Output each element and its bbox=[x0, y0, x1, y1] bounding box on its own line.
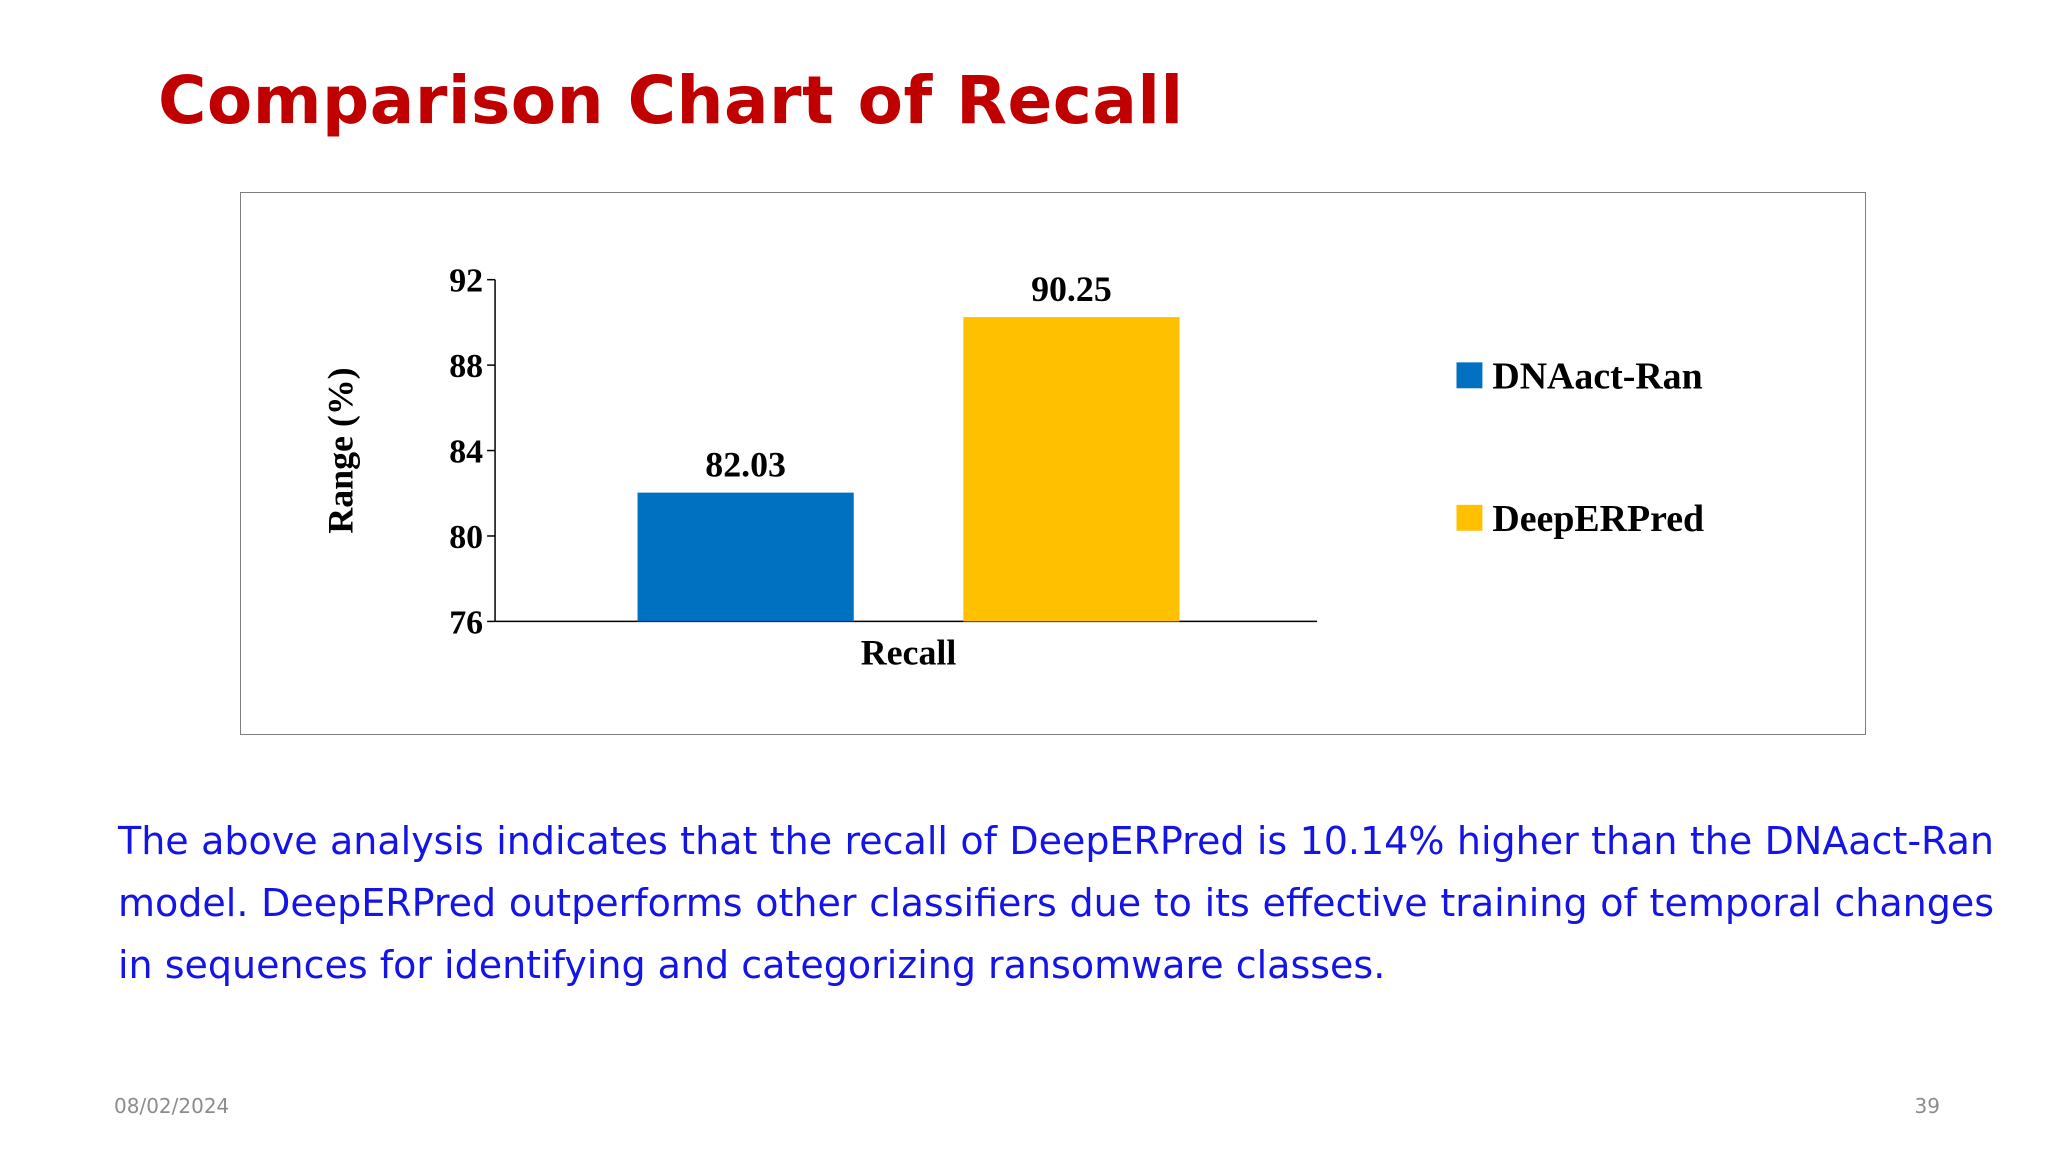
y-tick-label: 80 bbox=[449, 519, 483, 556]
y-tick-label: 76 bbox=[449, 604, 483, 641]
slide-title: Comparison Chart of Recall bbox=[158, 62, 1184, 139]
y-axis-title: Range (%) bbox=[321, 367, 361, 533]
footer-date: 08/02/2024 bbox=[114, 1094, 230, 1118]
data-label: 90.25 bbox=[1031, 269, 1112, 309]
bar-deeperpred bbox=[963, 317, 1180, 622]
chart-frame: 76 80 84 88 92 Range (%) 82.03 90.25 Recall DNAac… bbox=[240, 192, 1866, 735]
y-tick-label: 84 bbox=[449, 434, 483, 471]
x-category-label: Recall bbox=[861, 632, 957, 672]
page-number: 39 bbox=[1914, 1094, 1940, 1118]
data-label: 82.03 bbox=[705, 445, 786, 485]
legend-swatch bbox=[1456, 504, 1483, 531]
y-tick-label: 88 bbox=[449, 348, 483, 385]
bar-dnaact-ran bbox=[637, 492, 854, 622]
legend-swatch bbox=[1456, 362, 1483, 389]
analysis-paragraph: The above analysis indicates that the re… bbox=[118, 819, 1994, 987]
legend-label: DeepERPred bbox=[1492, 498, 1704, 540]
y-tick-label: 92 bbox=[449, 263, 483, 300]
recall-bar-chart: 76 80 84 88 92 Range (%) 82.03 90.25 Recall DNAac… bbox=[321, 263, 1704, 673]
legend-label: DNAact-Ran bbox=[1492, 355, 1702, 397]
